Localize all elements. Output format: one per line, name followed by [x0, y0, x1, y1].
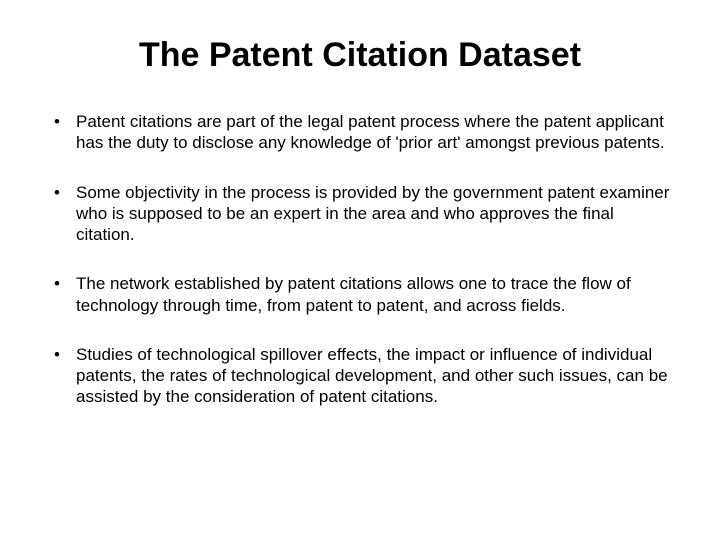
bullet-text: Studies of technological spillover effec…: [76, 344, 670, 408]
bullet-icon: •: [50, 344, 76, 365]
list-item: • The network established by patent cita…: [50, 273, 670, 316]
bullet-list: • Patent citations are part of the legal…: [50, 111, 670, 408]
bullet-text: Some objectivity in the process is provi…: [76, 182, 670, 246]
list-item: • Patent citations are part of the legal…: [50, 111, 670, 154]
bullet-icon: •: [50, 111, 76, 132]
slide: The Patent Citation Dataset • Patent cit…: [0, 0, 720, 540]
list-item: • Studies of technological spillover eff…: [50, 344, 670, 408]
bullet-icon: •: [50, 182, 76, 203]
list-item: • Some objectivity in the process is pro…: [50, 182, 670, 246]
bullet-text: The network established by patent citati…: [76, 273, 670, 316]
bullet-text: Patent citations are part of the legal p…: [76, 111, 670, 154]
slide-title: The Patent Citation Dataset: [50, 36, 670, 75]
bullet-icon: •: [50, 273, 76, 294]
